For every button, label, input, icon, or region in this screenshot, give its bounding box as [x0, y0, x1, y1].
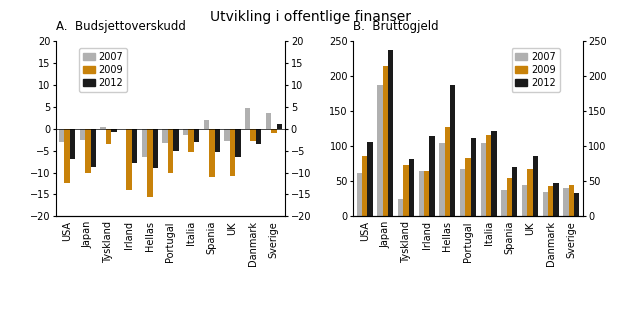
Bar [522, 185, 528, 216]
Bar [235, 129, 241, 157]
Bar [194, 129, 199, 142]
Bar [245, 108, 250, 129]
Bar [424, 171, 430, 216]
Bar [486, 135, 492, 216]
Bar [80, 129, 85, 140]
Bar [388, 50, 394, 216]
Bar [168, 129, 173, 173]
Bar [256, 129, 261, 144]
Bar [378, 85, 383, 216]
Bar [445, 128, 450, 216]
Bar [91, 129, 96, 167]
Bar [548, 186, 554, 216]
Bar [480, 143, 486, 216]
Bar [204, 120, 209, 129]
Bar [574, 193, 580, 216]
Bar [59, 129, 64, 142]
Bar [460, 169, 466, 216]
Bar [162, 129, 168, 143]
Bar [356, 173, 362, 216]
Bar [183, 129, 188, 135]
Bar [362, 156, 368, 216]
Bar [153, 129, 158, 168]
Bar [250, 129, 256, 141]
Bar [224, 129, 230, 141]
Bar [100, 128, 106, 129]
Bar [507, 178, 512, 216]
Bar [466, 158, 471, 216]
Bar [230, 129, 235, 176]
Bar [569, 185, 574, 216]
Bar [85, 129, 91, 172]
Bar [277, 124, 282, 129]
Bar [450, 85, 456, 216]
Bar [147, 129, 153, 197]
Bar [471, 138, 476, 216]
Legend: 2007, 2009, 2012: 2007, 2009, 2012 [79, 48, 127, 92]
Bar [492, 131, 497, 216]
Bar [528, 169, 533, 216]
Bar [430, 136, 435, 216]
Bar [266, 113, 271, 129]
Bar [271, 129, 277, 133]
Bar [409, 159, 414, 216]
Bar [418, 171, 424, 216]
Text: B.  Bruttogjeld: B. Bruttogjeld [353, 20, 439, 33]
Bar [502, 190, 507, 216]
Bar [398, 199, 404, 216]
Bar [111, 129, 117, 132]
Bar [542, 192, 548, 216]
Bar [533, 156, 538, 216]
Legend: 2007, 2009, 2012: 2007, 2009, 2012 [512, 48, 560, 92]
Bar [106, 129, 111, 144]
Bar [209, 129, 215, 177]
Bar [142, 129, 147, 157]
Bar [404, 165, 409, 216]
Bar [64, 129, 70, 183]
Bar [383, 66, 388, 216]
Bar [173, 129, 179, 151]
Bar [564, 188, 569, 216]
Bar [512, 167, 518, 216]
Bar [126, 129, 132, 190]
Bar [70, 129, 75, 159]
Bar [554, 183, 559, 216]
Bar [188, 129, 194, 152]
Text: Utvikling i offentlige finanser: Utvikling i offentlige finanser [210, 10, 410, 24]
Bar [440, 143, 445, 216]
Text: A.  Budsjettoverskudd: A. Budsjettoverskudd [56, 20, 185, 33]
Bar [132, 129, 137, 163]
Bar [215, 129, 220, 151]
Bar [368, 142, 373, 216]
